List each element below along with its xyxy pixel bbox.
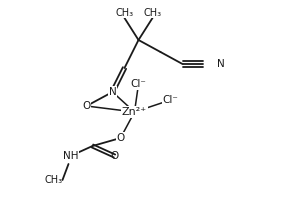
Text: Cl⁻: Cl⁻ <box>131 79 146 89</box>
Text: O: O <box>116 133 125 143</box>
Text: O: O <box>110 151 119 161</box>
Text: CH₃: CH₃ <box>115 8 134 18</box>
Text: N: N <box>109 87 116 97</box>
Text: O: O <box>82 101 91 111</box>
Text: CH₃: CH₃ <box>144 8 161 18</box>
Text: NH: NH <box>63 151 78 161</box>
Text: CH₃: CH₃ <box>44 175 62 185</box>
Text: Zn²⁺: Zn²⁺ <box>122 107 147 117</box>
Text: Cl⁻: Cl⁻ <box>163 95 178 105</box>
Text: N: N <box>217 59 224 69</box>
